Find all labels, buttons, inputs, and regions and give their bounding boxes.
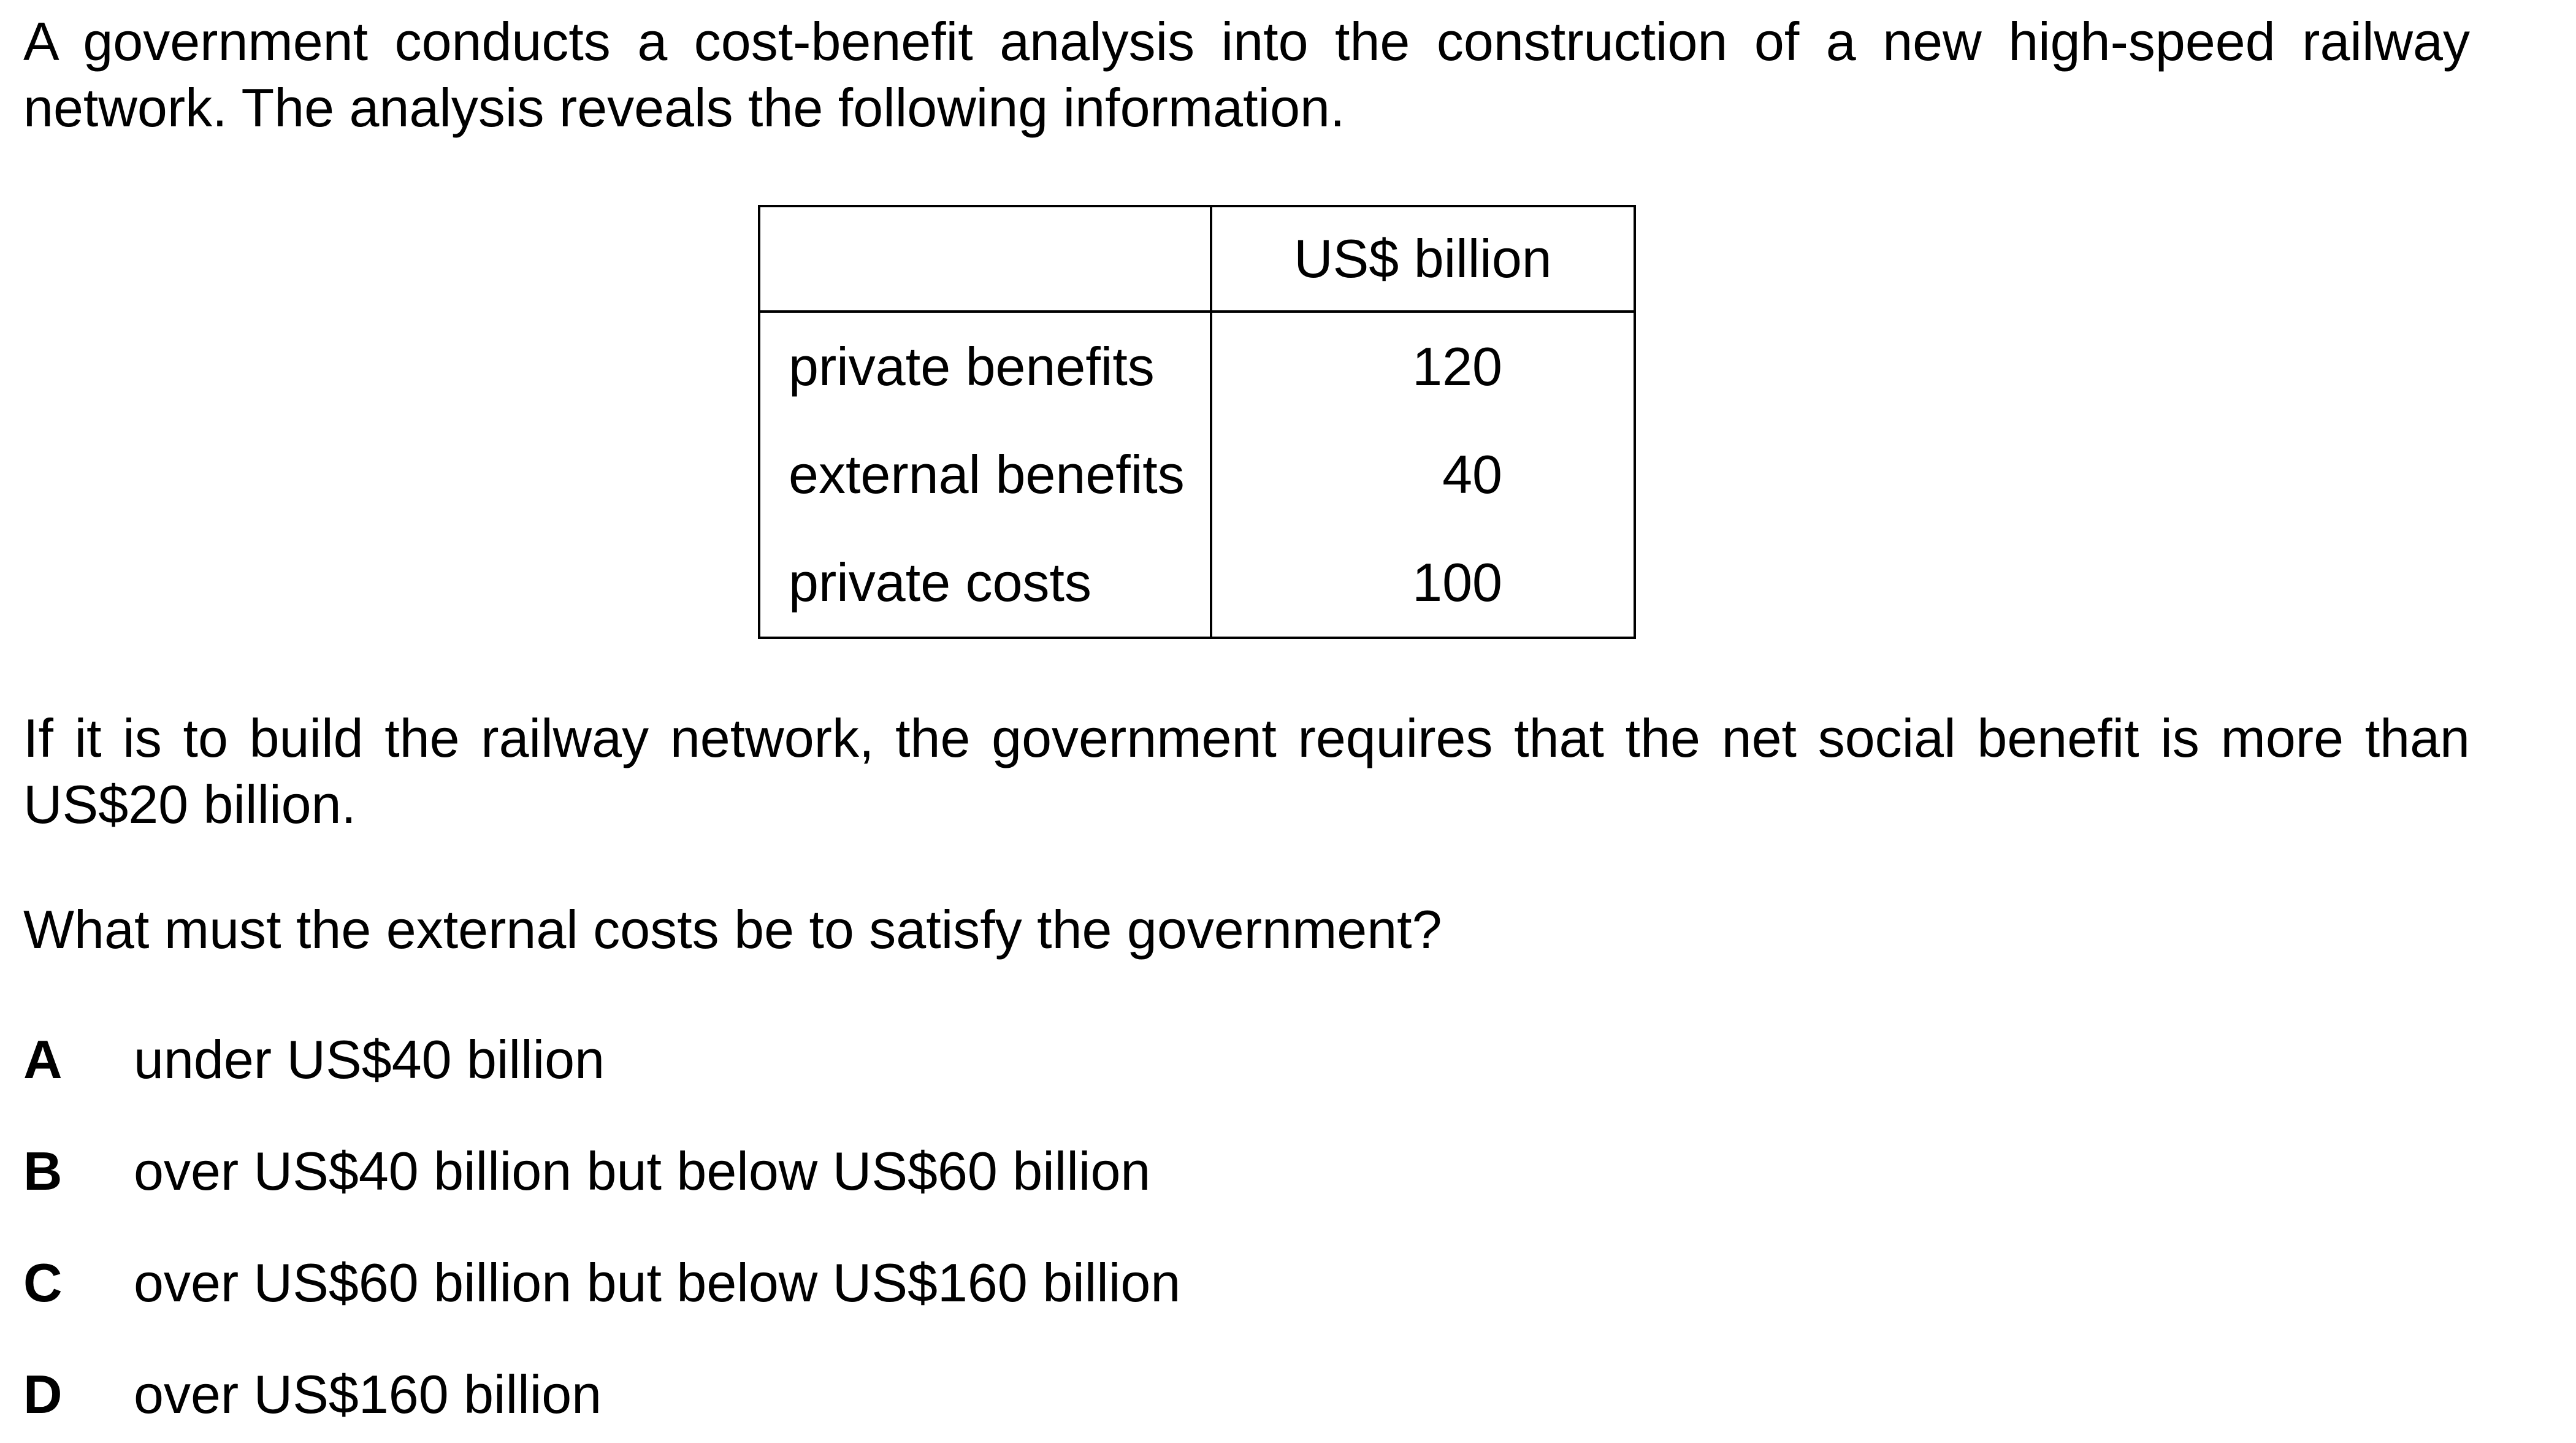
table-header-blank-cell bbox=[759, 206, 1212, 313]
option-letter: D bbox=[23, 1364, 63, 1425]
option-text: over US$160 billion bbox=[134, 1364, 602, 1425]
intro-paragraph: A government conducts a cost-benefit ana… bbox=[23, 11, 2470, 138]
table-row: external benefits 40 bbox=[759, 421, 1635, 529]
table-header-row: US$ billion bbox=[759, 206, 1635, 313]
table-row: private benefits 120 bbox=[759, 312, 1635, 421]
question-text: What must the external costs be to satis… bbox=[23, 899, 1442, 960]
option-letter: B bbox=[23, 1141, 63, 1201]
row-label-private-costs: private costs bbox=[759, 529, 1212, 638]
option-letter: A bbox=[23, 1029, 63, 1090]
row-value-private-costs: 100 bbox=[1412, 552, 1502, 613]
option-letter: C bbox=[23, 1252, 63, 1313]
option-text: over US$60 billion but below US$160 bill… bbox=[134, 1252, 1181, 1313]
option-text: over US$40 billion but below US$60 billi… bbox=[134, 1141, 1151, 1201]
requirement-paragraph: If it is to build the railway network, t… bbox=[23, 708, 2470, 835]
row-value-external-benefits: 40 bbox=[1442, 444, 1502, 505]
option-text: under US$40 billion bbox=[134, 1029, 605, 1090]
row-label-private-benefits: private benefits bbox=[759, 312, 1212, 421]
table-row: private costs 100 bbox=[759, 529, 1635, 638]
row-label-external-benefits: external benefits bbox=[759, 421, 1212, 529]
table-header-unit: US$ billion bbox=[1210, 206, 1635, 313]
row-value-private-benefits: 120 bbox=[1412, 336, 1502, 397]
cost-benefit-table: US$ billion private benefits 120 externa… bbox=[758, 205, 1636, 639]
